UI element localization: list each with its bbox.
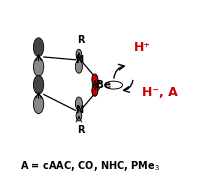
Text: R: R (77, 35, 84, 45)
Ellipse shape (33, 57, 44, 76)
Text: H⁺: H⁺ (134, 41, 151, 54)
Ellipse shape (33, 75, 44, 94)
Text: N: N (75, 55, 83, 65)
Ellipse shape (33, 95, 44, 114)
Text: Be: Be (96, 80, 111, 90)
Text: H⁻, A: H⁻, A (142, 86, 178, 99)
Ellipse shape (92, 74, 98, 85)
Ellipse shape (76, 111, 82, 121)
Ellipse shape (75, 97, 82, 110)
Text: A = cAAC, CO, NHC, PMe$_3$: A = cAAC, CO, NHC, PMe$_3$ (20, 159, 160, 173)
Ellipse shape (76, 49, 82, 60)
Ellipse shape (92, 85, 98, 96)
Text: N: N (75, 105, 83, 115)
Ellipse shape (75, 60, 82, 73)
Ellipse shape (33, 38, 44, 57)
Text: R: R (77, 125, 84, 135)
